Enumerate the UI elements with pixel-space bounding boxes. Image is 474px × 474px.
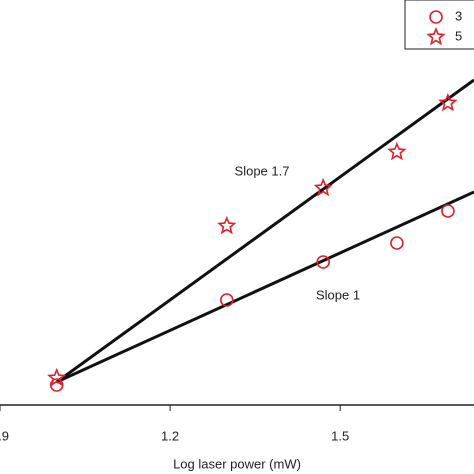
circle-marker (390, 236, 404, 250)
legend-marker (429, 10, 443, 24)
x-tick-label: 1.5 (331, 428, 349, 443)
circle-marker (219, 293, 234, 307)
x-tick-label: 1.2 (161, 428, 179, 443)
star-marker (438, 92, 458, 112)
x-axis-label: Log laser power (mW) (173, 456, 301, 471)
circle-marker (441, 204, 455, 218)
fit-line (56, 190, 474, 384)
circle-marker (49, 378, 64, 392)
annotation: Slope 1 (316, 287, 360, 302)
x-tick-label: 0.9 (0, 428, 9, 443)
star-marker (387, 141, 407, 161)
star-marker (47, 367, 67, 387)
legend-label: 5 (455, 28, 462, 43)
legend-label: 3 (455, 8, 462, 23)
annotation: Slope 1.7 (235, 163, 290, 178)
star-marker (217, 215, 237, 235)
circle-marker (316, 255, 330, 269)
star-marker (313, 177, 333, 197)
fit-line (55, 78, 474, 384)
legend-marker (426, 26, 446, 46)
